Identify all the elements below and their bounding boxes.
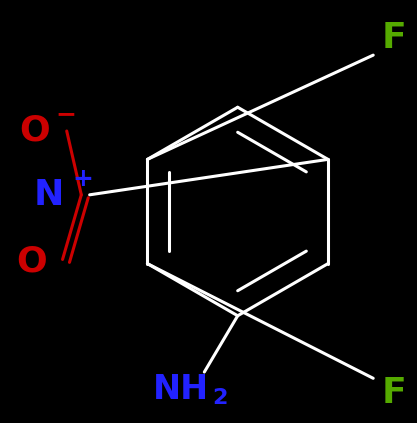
Text: 2: 2	[213, 388, 228, 408]
Text: O: O	[19, 113, 50, 147]
Text: N: N	[34, 178, 64, 212]
Text: −: −	[55, 102, 76, 126]
Text: +: +	[72, 167, 93, 191]
Text: NH: NH	[153, 374, 209, 407]
Text: O: O	[16, 244, 47, 278]
Text: F: F	[382, 376, 407, 410]
Text: F: F	[382, 22, 407, 55]
